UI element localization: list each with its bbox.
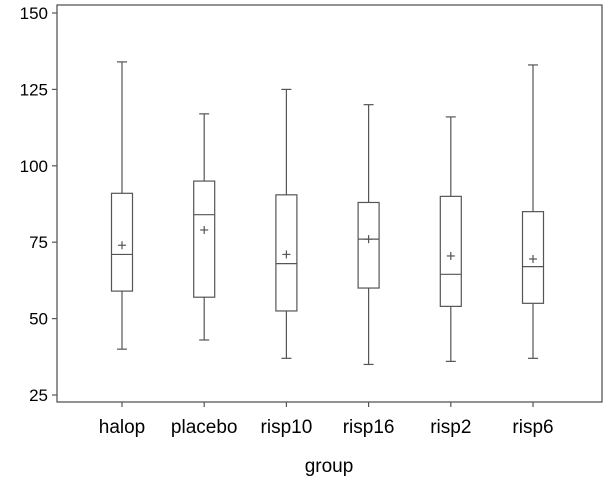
x-tick-label: risp10: [261, 417, 313, 438]
x-tick-label: risp16: [343, 417, 395, 438]
x-tick-label: risp6: [512, 417, 553, 438]
iqr-box: [110, 192, 134, 292]
y-axis: 25 50 75 100 125 150: [20, 4, 57, 405]
box-risp16: [357, 104, 380, 366]
box-risp2: [439, 116, 462, 362]
plot-frame: [56, 4, 603, 403]
box-placebo: [193, 113, 216, 341]
y-tick-label: 100: [20, 157, 48, 176]
box-risp6: [521, 64, 545, 359]
y-tick-label: 50: [29, 310, 48, 329]
y-tick-label: 150: [20, 4, 48, 23]
iqr-box: [275, 194, 298, 312]
x-axis: halop placebo risp10 risp16 risp2 risp6: [99, 402, 554, 438]
box-risp10: [275, 88, 298, 359]
iqr-box: [521, 211, 545, 304]
y-tick-label: 125: [20, 80, 48, 99]
y-tick-label: 75: [29, 233, 48, 252]
iqr-box: [439, 195, 462, 307]
y-tick-label: 25: [29, 386, 48, 405]
x-tick-label: risp2: [430, 417, 471, 438]
iqr-box: [193, 180, 216, 298]
iqr-box: [357, 201, 380, 289]
box-halop: [110, 61, 134, 350]
boxes-layer: [110, 61, 545, 366]
x-tick-label: placebo: [171, 417, 238, 438]
x-tick-label: halop: [99, 417, 146, 438]
x-axis-title: group: [305, 456, 354, 477]
